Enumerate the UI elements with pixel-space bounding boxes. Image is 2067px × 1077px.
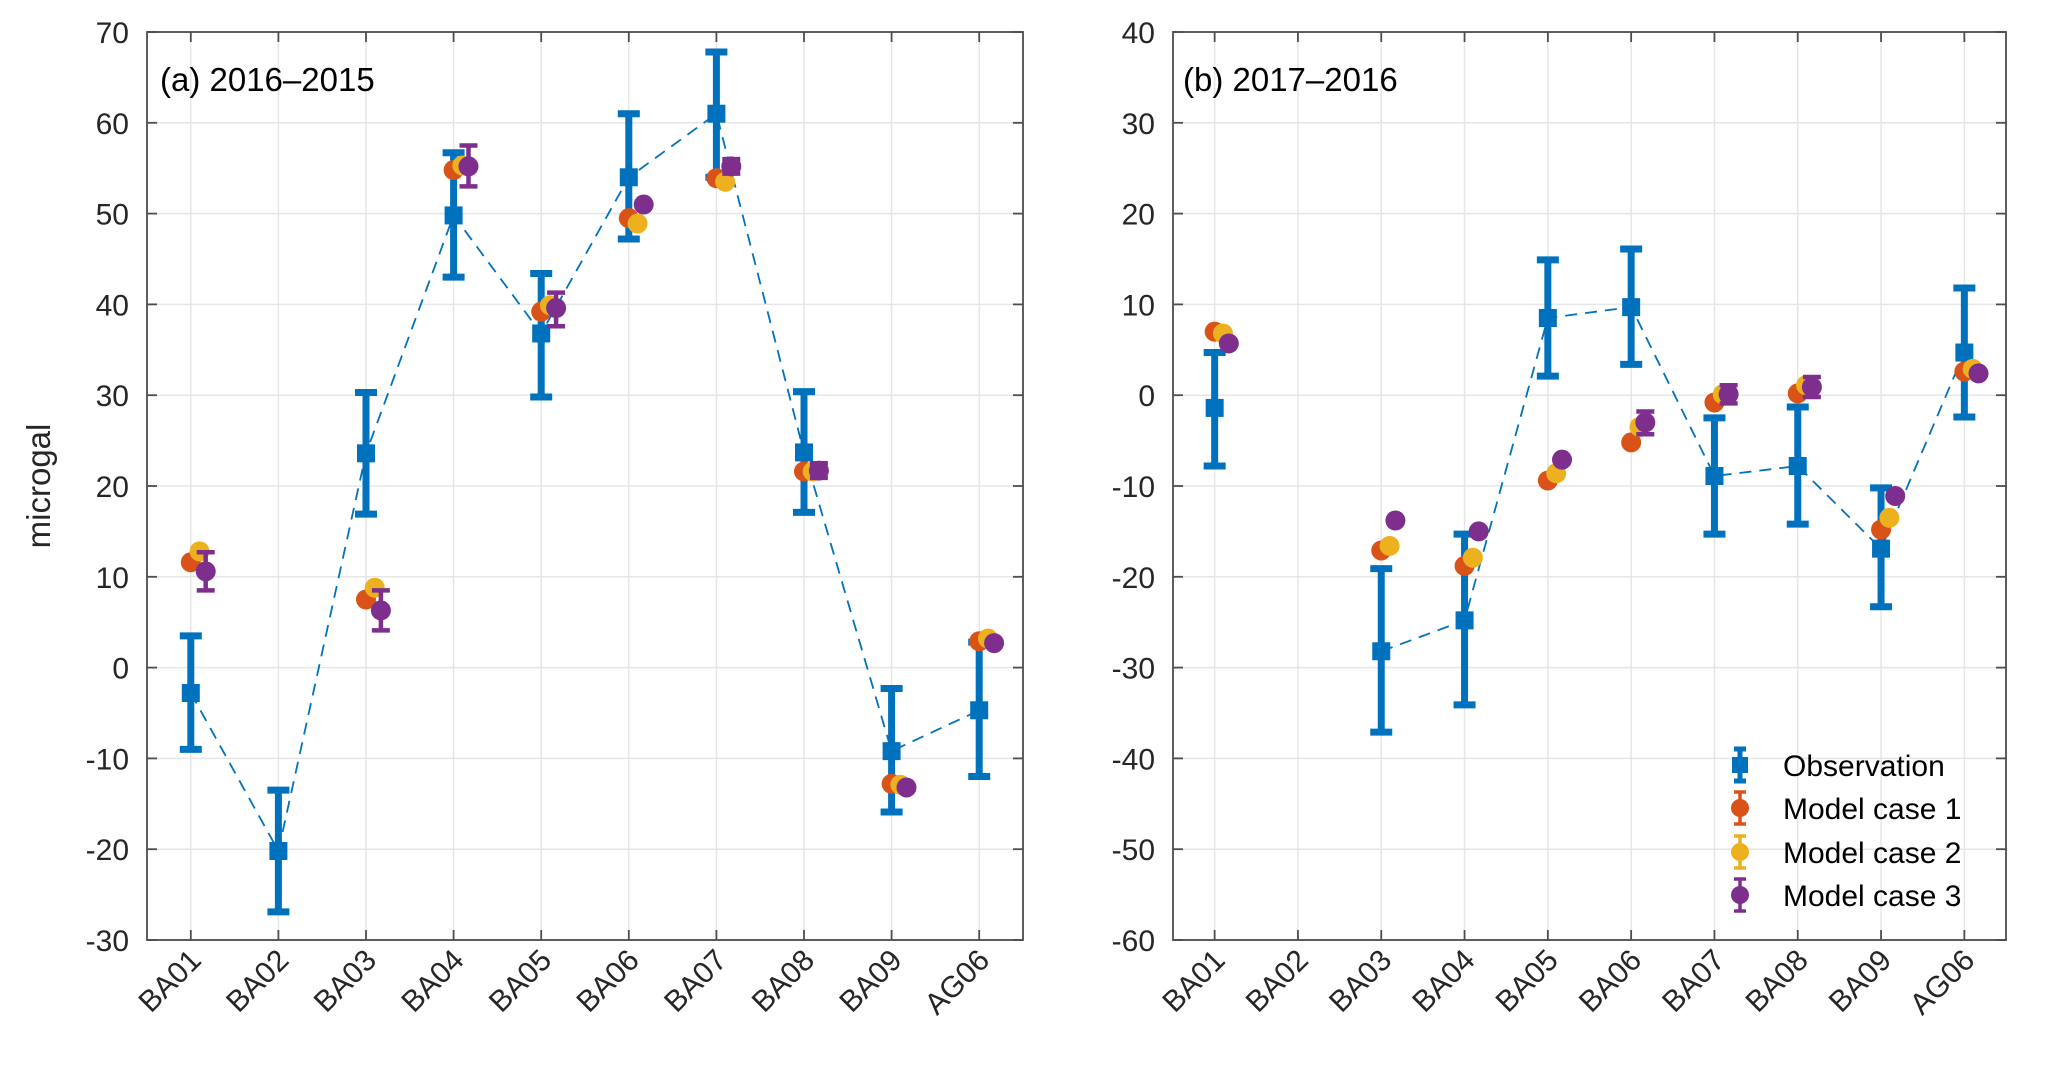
point-model-case-2 <box>715 171 736 192</box>
y-tick-label: 0 <box>112 653 129 686</box>
y-tick-label: 10 <box>1122 289 1155 322</box>
y-tick-label: -10 <box>1112 471 1155 504</box>
legend-circle-marker <box>1731 799 1749 817</box>
point-observation <box>532 324 551 343</box>
legend-label-model-case-2: Model case 2 <box>1783 837 1961 870</box>
legend-item-model-case-1: Model case 1 <box>1731 790 1961 826</box>
panel-a-series <box>179 48 1005 916</box>
point-model-case-3 <box>1635 412 1656 433</box>
point-observation <box>1622 298 1641 317</box>
y-tick-label: 40 <box>1122 17 1155 50</box>
point-observation <box>795 443 813 462</box>
point-observation <box>1872 539 1891 558</box>
point-model-case-3 <box>984 633 1005 654</box>
point-observation <box>269 842 288 861</box>
y-tick-label: -40 <box>1112 743 1155 776</box>
y-tick-label: 20 <box>96 471 129 504</box>
point-model-case-3 <box>195 561 216 582</box>
point-observation <box>1205 398 1224 417</box>
point-model-case-3 <box>721 156 742 177</box>
point-observation <box>970 701 989 720</box>
point-observation <box>181 684 200 703</box>
point-model-case-3 <box>1552 449 1573 470</box>
y-tick-label: 10 <box>96 562 129 595</box>
point-observation <box>1455 611 1474 630</box>
series-observation <box>1203 245 1976 736</box>
legend-model-case-2-icon <box>1731 834 1749 870</box>
observation-dashed-line <box>1380 306 1966 653</box>
y-tick-label: 20 <box>1122 199 1155 232</box>
y-tick-label: -30 <box>1112 653 1155 686</box>
legend-label-model-case-3: Model case 3 <box>1783 880 1961 913</box>
y-tick-label: -60 <box>1112 925 1155 958</box>
panel-a-title: (a) 2016–2015 <box>160 61 375 98</box>
point-observation <box>1705 467 1724 486</box>
series-model-case-3 <box>195 143 1005 798</box>
legend-circle-marker <box>1731 843 1749 861</box>
point-model-case-3 <box>1968 363 1989 384</box>
legend-item-observation: Observation <box>1732 746 1945 784</box>
legend-label-observation: Observation <box>1783 750 1945 783</box>
point-model-case-3 <box>1385 510 1406 531</box>
point-model-case-2 <box>627 213 648 234</box>
y-tick-label: -20 <box>86 834 129 867</box>
point-model-case-3 <box>1885 485 1906 506</box>
point-observation <box>1538 309 1557 328</box>
y-tick-label: -20 <box>1112 562 1155 595</box>
point-model-case-3 <box>1801 377 1822 398</box>
point-observation <box>1788 457 1807 476</box>
panel-b-title: (b) 2017–2016 <box>1183 61 1398 98</box>
point-model-case-2 <box>1879 507 1900 528</box>
y-tick-label: 40 <box>96 289 129 322</box>
point-model-case-3 <box>1218 333 1239 354</box>
y-tick-label: 70 <box>96 17 129 50</box>
point-model-case-3 <box>1718 384 1739 405</box>
panel-b-series <box>1203 245 1989 736</box>
series-model-case-3 <box>1218 333 1989 542</box>
point-model-case-3 <box>370 600 391 621</box>
point-model-case-1 <box>1621 432 1642 453</box>
point-model-case-3 <box>1468 521 1489 542</box>
point-model-case-3 <box>458 156 479 177</box>
y-tick-label: 0 <box>1138 380 1155 413</box>
legend-item-model-case-2: Model case 2 <box>1731 834 1961 870</box>
panel-b-grid <box>1173 31 2006 941</box>
point-model-case-3 <box>808 460 829 481</box>
legend-item-model-case-3: Model case 3 <box>1731 877 1961 913</box>
legend-label-model-case-1: Model case 1 <box>1783 793 1961 826</box>
point-observation <box>707 104 726 123</box>
legend: Observation Model case 1 Model case 2 Mo… <box>1731 746 1961 913</box>
point-model-case-2 <box>1379 535 1400 556</box>
observation-dashed-line <box>190 112 980 854</box>
legend-circle-marker <box>1731 886 1749 904</box>
legend-square-marker <box>1732 757 1748 773</box>
y-tick-label: 30 <box>1122 108 1155 141</box>
y-tick-label: -30 <box>86 925 129 958</box>
y-tick-label: -10 <box>86 743 129 776</box>
point-model-case-3 <box>633 194 654 215</box>
point-model-case-2 <box>1462 547 1483 568</box>
legend-model-case-3-icon <box>1731 877 1749 913</box>
point-observation <box>619 168 638 187</box>
y-tick-label: 30 <box>96 380 129 413</box>
point-observation <box>444 206 463 225</box>
y-tick-label: 60 <box>96 108 129 141</box>
y-tick-label: -50 <box>1112 834 1155 867</box>
y-tick-label: 50 <box>96 199 129 232</box>
legend-observation-icon <box>1732 746 1748 784</box>
point-model-case-3 <box>546 298 567 319</box>
point-observation <box>1955 343 1974 362</box>
point-observation <box>1372 642 1391 661</box>
point-observation <box>882 742 901 761</box>
point-model-case-3 <box>896 777 917 798</box>
series-observation <box>179 48 991 916</box>
point-observation <box>357 444 375 463</box>
legend-model-case-1-icon <box>1731 790 1749 826</box>
y-axis-label: microgal <box>20 424 57 549</box>
